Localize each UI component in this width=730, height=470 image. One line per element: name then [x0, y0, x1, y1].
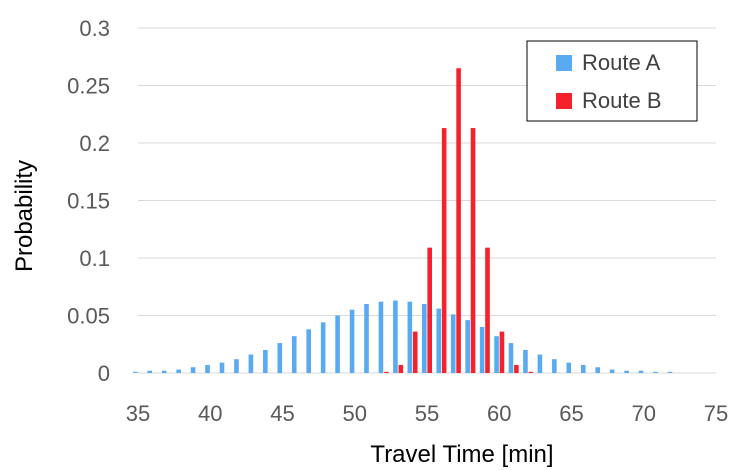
bar-route-a — [277, 343, 283, 373]
bar-route-a — [653, 371, 658, 373]
bar-route-a — [508, 343, 514, 373]
bar-route-a — [393, 300, 398, 373]
bar-route-a — [205, 364, 210, 373]
bar-route-a — [422, 304, 427, 373]
x-tick-label: 70 — [632, 401, 656, 426]
bar-route-b — [514, 364, 519, 373]
bar-route-a — [494, 336, 499, 373]
y-axis-ticks: 0 0.05 0.1 0.15 0.2 0.25 0.3 — [67, 16, 110, 386]
y-tick-label: 0.2 — [79, 131, 110, 156]
y-tick-label: 0.25 — [67, 74, 110, 99]
legend-label-route-a: Route A — [582, 50, 661, 75]
x-tick-label: 45 — [270, 401, 294, 426]
bar-route-a — [436, 308, 442, 373]
bar-route-b — [427, 247, 432, 373]
bar-route-b — [456, 68, 461, 373]
bar-route-a — [667, 371, 673, 373]
x-tick-label: 55 — [415, 401, 439, 426]
bar-route-a — [465, 320, 470, 373]
x-tick-label: 75 — [704, 401, 728, 426]
x-axis-title: Travel Time [min] — [370, 441, 553, 468]
x-tick-label: 65 — [559, 401, 583, 426]
bar-route-a — [133, 371, 138, 373]
x-axis-ticks: 35 40 45 50 55 60 65 70 75 — [126, 401, 728, 426]
y-tick-label: 0.3 — [79, 16, 110, 41]
y-tick-label: 0.1 — [79, 246, 110, 271]
bar-route-b — [485, 247, 490, 373]
x-tick-label: 50 — [343, 401, 367, 426]
bar-route-b — [470, 128, 476, 373]
bar-route-a — [523, 350, 528, 373]
y-tick-label: 0.05 — [67, 304, 110, 329]
y-tick-label: 0.15 — [67, 189, 110, 214]
bar-route-a — [552, 359, 557, 373]
bar-route-a — [638, 370, 644, 373]
bar-route-a — [306, 329, 311, 373]
y-axis-title: Probability — [11, 160, 38, 272]
bar-route-a — [580, 364, 586, 373]
bar-route-a — [349, 309, 355, 373]
x-tick-label: 35 — [126, 401, 150, 426]
bar-route-a — [263, 350, 268, 373]
legend-box — [526, 40, 698, 122]
y-tick-label: 0 — [98, 361, 110, 386]
bars — [133, 68, 673, 373]
bar-route-a — [378, 301, 384, 373]
bar-route-a — [624, 370, 629, 373]
bar-route-a — [595, 367, 600, 373]
bar-route-a — [537, 354, 543, 373]
bar-route-b — [499, 331, 505, 373]
bar-route-a — [450, 314, 456, 373]
legend: Route A Route B — [526, 40, 698, 122]
x-tick-label: 60 — [487, 401, 511, 426]
legend-swatch-route-a — [556, 55, 572, 71]
bar-route-a — [176, 369, 181, 373]
bar-route-a — [219, 362, 225, 373]
legend-swatch-route-b — [556, 93, 572, 109]
bar-route-a — [364, 304, 369, 373]
bar-route-a — [248, 354, 254, 373]
bar-route-a — [190, 367, 196, 373]
bar-route-a — [335, 315, 340, 373]
bar-route-b — [441, 128, 447, 373]
bar-route-b — [398, 364, 404, 373]
bar-route-a — [609, 369, 615, 373]
bar-route-a — [147, 370, 153, 373]
bar-route-b — [528, 371, 534, 373]
bar-route-a — [407, 301, 413, 373]
bar-route-a — [161, 370, 167, 373]
bar-route-a — [234, 359, 239, 373]
gridlines — [138, 27, 716, 374]
x-tick-label: 40 — [198, 401, 222, 426]
bar-route-a — [479, 327, 485, 373]
bar-route-b — [384, 371, 389, 373]
bar-route-b — [412, 331, 418, 373]
bar-route-a — [291, 336, 297, 373]
bar-route-a — [566, 362, 572, 373]
legend-label-route-b: Route B — [582, 88, 662, 113]
bar-route-a — [320, 322, 326, 373]
